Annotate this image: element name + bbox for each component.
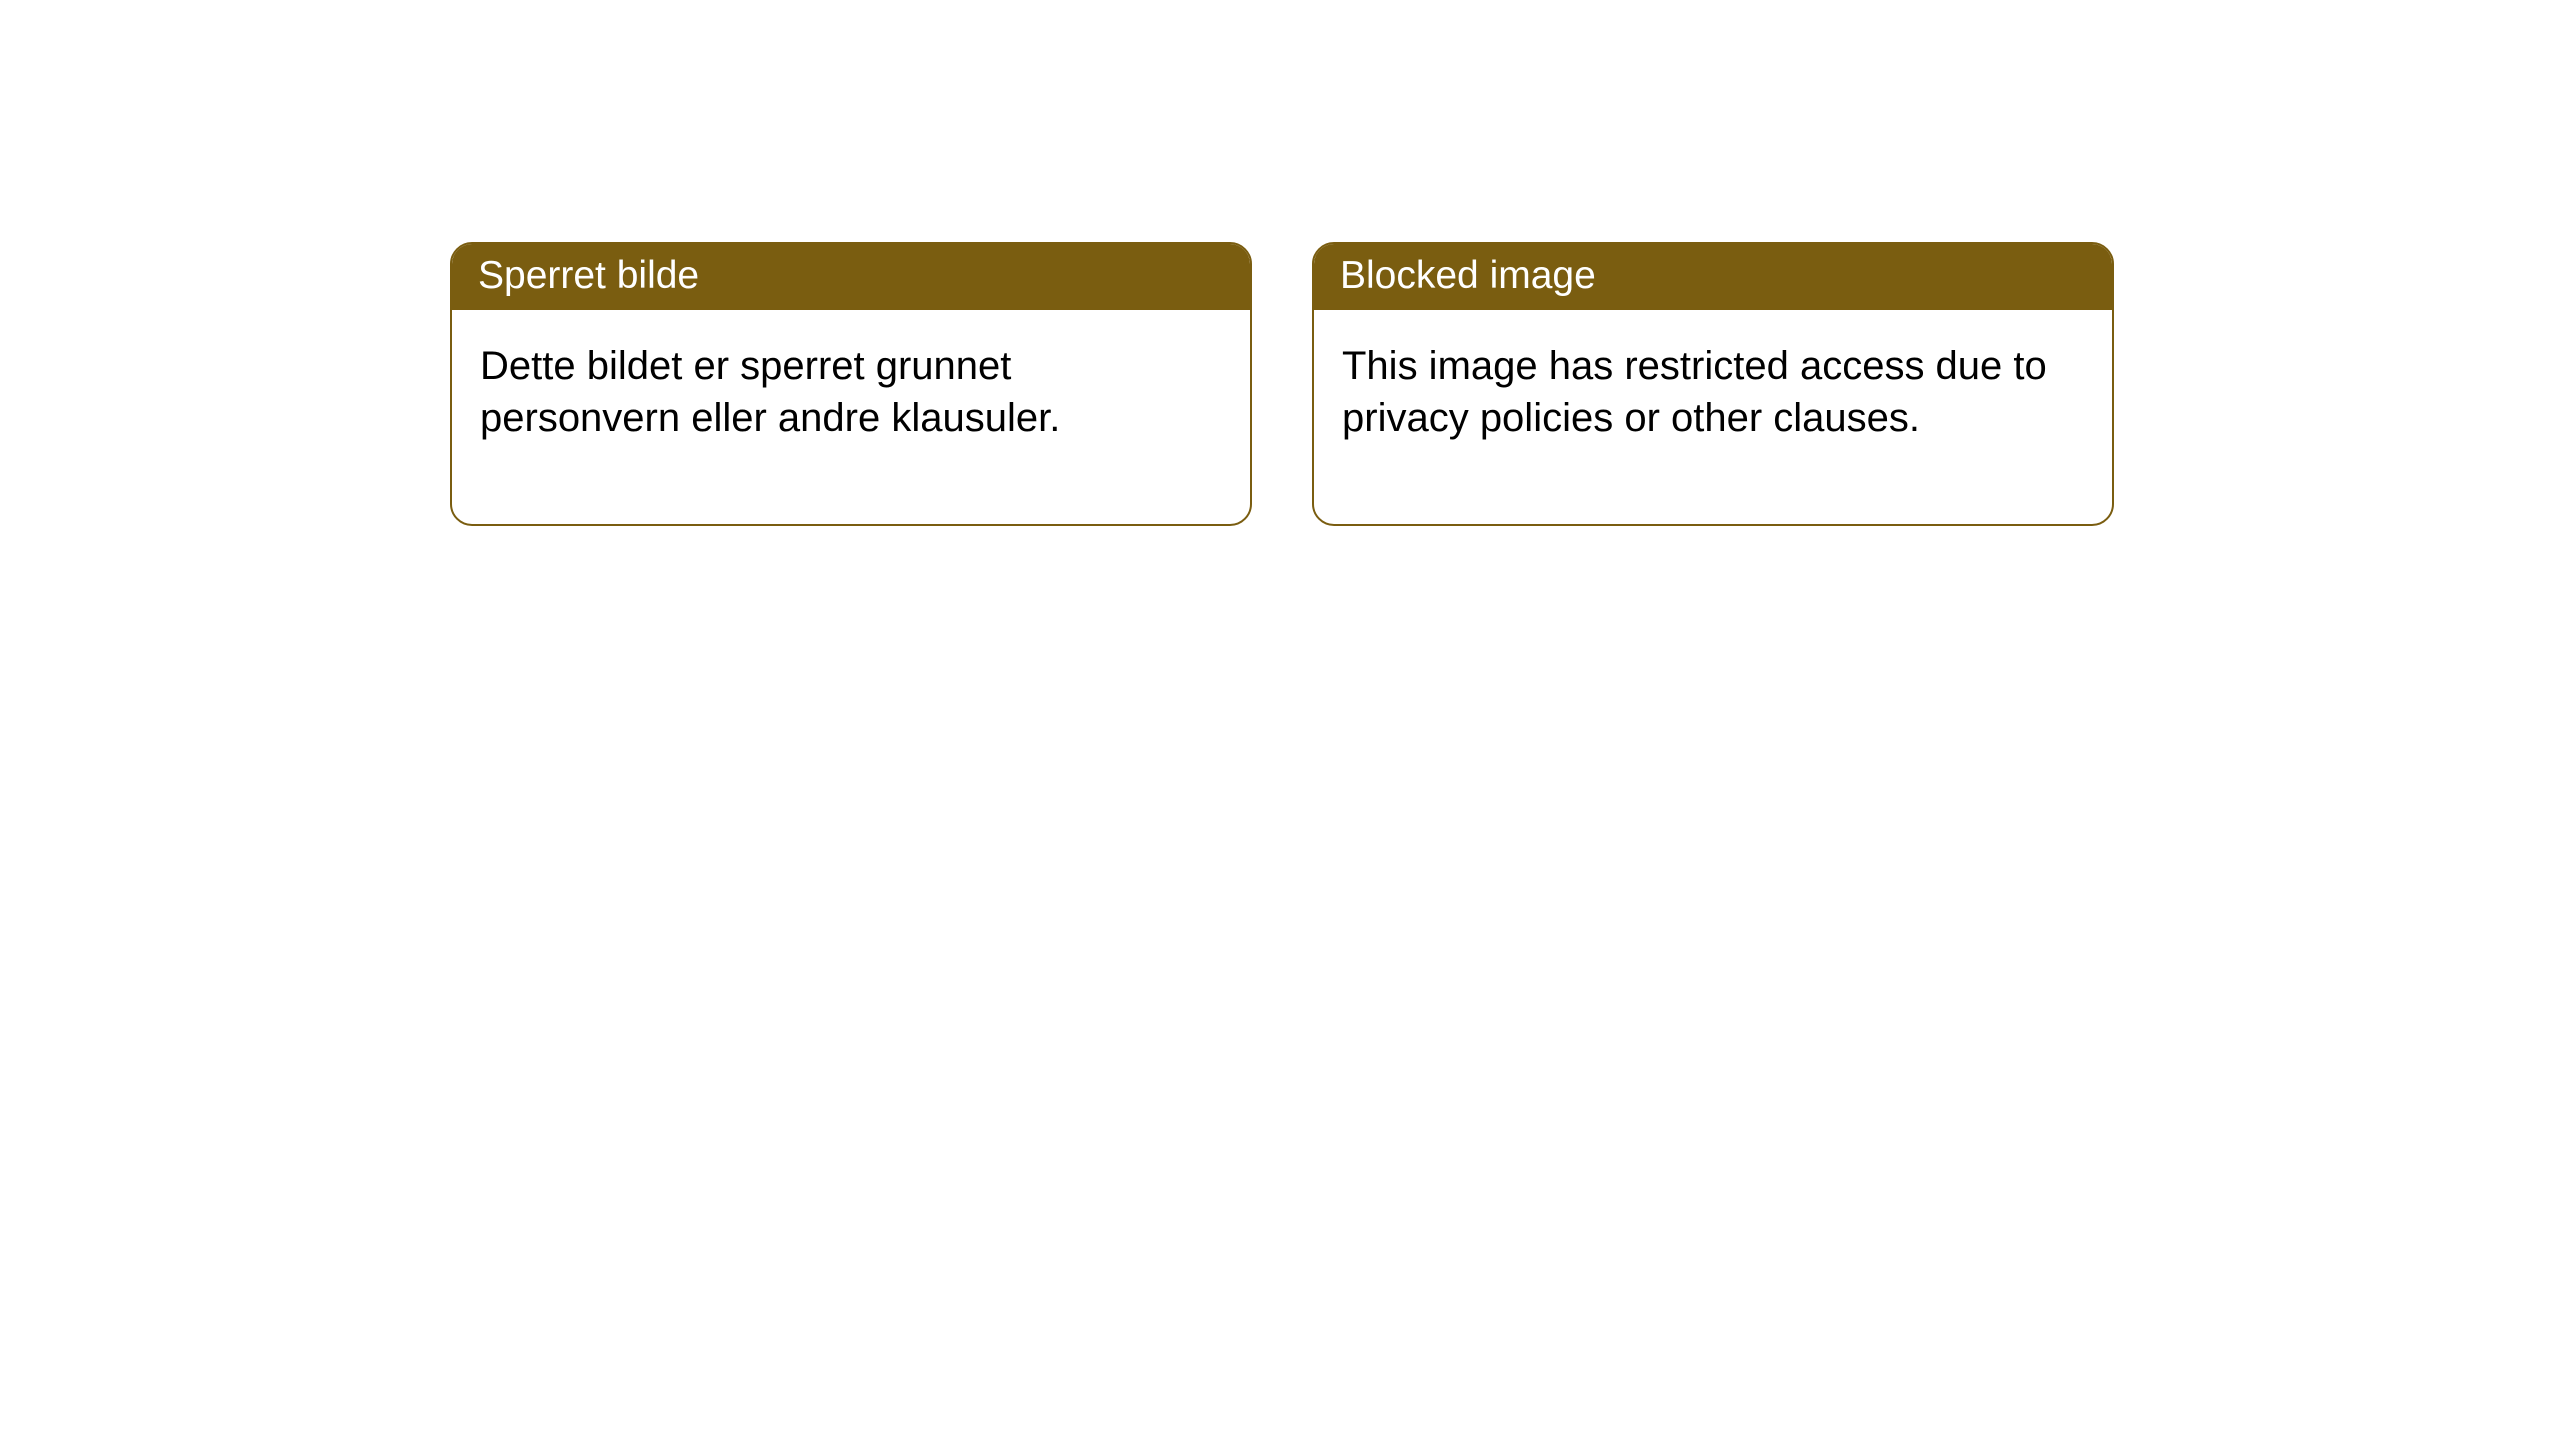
notice-header: Blocked image — [1314, 244, 2112, 310]
notice-message: This image has restricted access due to … — [1342, 344, 2047, 440]
notice-title: Blocked image — [1340, 254, 1596, 297]
notice-message: Dette bildet er sperret grunnet personve… — [480, 344, 1060, 440]
notice-title: Sperret bilde — [478, 254, 699, 297]
notice-card-english: Blocked image This image has restricted … — [1312, 242, 2114, 526]
notice-container: Sperret bilde Dette bildet er sperret gr… — [0, 0, 2560, 526]
notice-body: Dette bildet er sperret grunnet personve… — [452, 310, 1250, 524]
notice-card-norwegian: Sperret bilde Dette bildet er sperret gr… — [450, 242, 1252, 526]
notice-header: Sperret bilde — [452, 244, 1250, 310]
notice-body: This image has restricted access due to … — [1314, 310, 2112, 524]
